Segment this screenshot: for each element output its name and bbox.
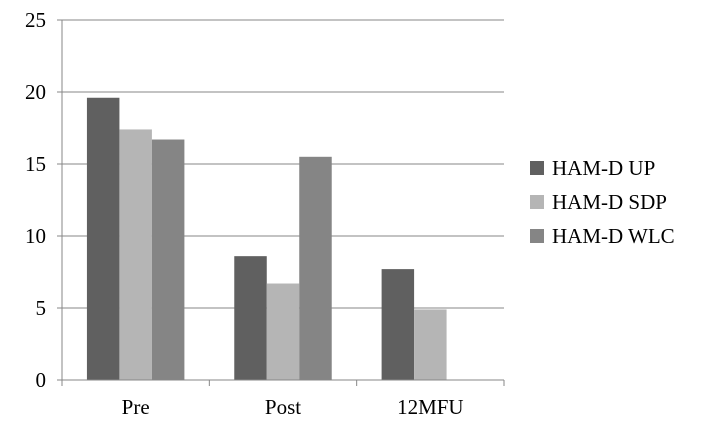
y-tick-label-25: 25	[25, 8, 46, 32]
bars	[86, 97, 447, 380]
legend-label-ham-d-wlc: HAM-D WLC	[552, 223, 675, 248]
bar-ham-d-up-12mfu	[381, 269, 415, 380]
y-tick-label-5: 5	[36, 296, 47, 320]
bar-ham-d-sdp-pre	[119, 129, 152, 380]
x-tick-label-pre: Pre	[122, 395, 150, 419]
bar-ham-d-up-pre	[86, 97, 120, 380]
bar-ham-d-up-post	[234, 256, 267, 380]
legend-label-ham-d-up: HAM-D UP	[552, 155, 656, 180]
legend-label-ham-d-sdp: HAM-D SDP	[552, 189, 667, 214]
axes	[57, 19, 505, 386]
legend-item-ham-d-wlc: HAM-D WLC	[530, 219, 720, 253]
legend: HAM-D UP HAM-D SDP HAM-D WLC	[530, 151, 720, 253]
bar-ham-d-wlc-pre	[151, 139, 185, 380]
legend-item-ham-d-sdp: HAM-D SDP	[530, 185, 720, 219]
y-tick-label-20: 20	[25, 80, 46, 104]
legend-swatch-ham-d-sdp	[530, 195, 544, 209]
y-tick-label-10: 10	[25, 224, 46, 248]
legend-swatch-ham-d-wlc	[530, 229, 544, 243]
y-tick-labels: 0 5 10 15 20 25	[25, 8, 46, 392]
bar-ham-d-wlc-post	[299, 156, 332, 380]
bar-ham-d-sdp-12mfu	[414, 309, 447, 380]
legend-item-ham-d-up: HAM-D UP	[530, 151, 720, 185]
x-tick-label-12mfu: 12MFU	[397, 395, 464, 419]
legend-swatch-ham-d-up	[530, 161, 544, 175]
x-tick-labels: Pre Post 12MFU	[122, 395, 464, 419]
y-tick-label-0: 0	[36, 368, 47, 392]
x-tick-label-post: Post	[265, 395, 301, 419]
y-tick-label-15: 15	[25, 152, 46, 176]
bar-ham-d-sdp-post	[266, 283, 300, 380]
